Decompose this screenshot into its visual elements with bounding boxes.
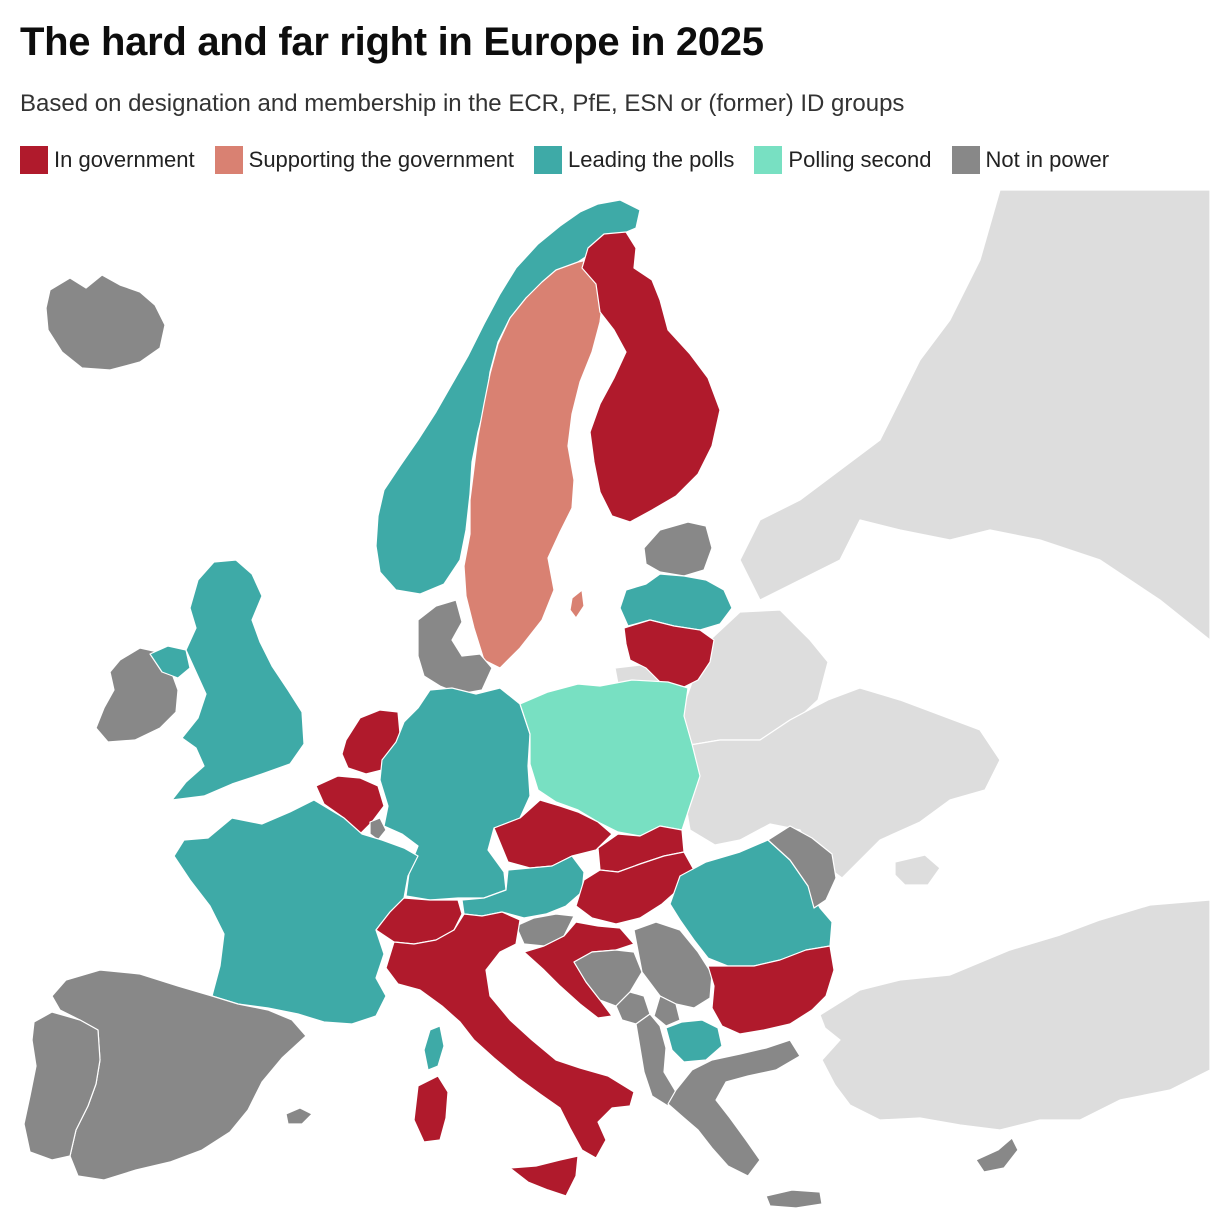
country-iceland [45, 274, 166, 371]
country-kosovo [653, 995, 681, 1027]
country-russia [739, 190, 1210, 641]
europe-map [23, 190, 1210, 1209]
country-great-britain [171, 559, 305, 801]
legend-swatch-in-government [20, 146, 48, 174]
country-sweden [463, 257, 605, 669]
country-serbia [633, 921, 713, 1009]
legend: In government Supporting the government … [20, 146, 1129, 174]
country-sardinia [413, 1075, 449, 1143]
country-corsica [423, 1025, 445, 1071]
country-estonia [643, 521, 713, 577]
country-greece [667, 1039, 801, 1177]
map-subtitle: Based on designation and membership in t… [20, 90, 905, 117]
country-crimea [894, 854, 941, 886]
country-latvia [619, 573, 733, 631]
country-portugal [23, 1011, 101, 1161]
map-title: The hard and far right in Europe in 2025 [20, 20, 764, 64]
country-belgium [315, 775, 385, 835]
legend-item-not-in-power: Not in power [951, 146, 1110, 174]
country-ukraine [684, 687, 1001, 879]
country-moldova [767, 825, 837, 909]
country-luxembourg [369, 817, 387, 841]
country-crete [765, 1189, 823, 1209]
country-lithuania [623, 619, 715, 691]
country-balearics [285, 1107, 313, 1125]
country-cyprus [975, 1137, 1019, 1173]
country-denmark [417, 599, 493, 695]
country-north-macedonia [665, 1019, 723, 1063]
legend-label-not-in-power: Not in power [985, 147, 1110, 172]
country-gotland [569, 589, 585, 619]
legend-swatch-leading-polls [534, 146, 563, 174]
legend-item-in-government: In government [20, 146, 195, 174]
legend-item-supporting-government: Supporting the government [214, 146, 515, 174]
legend-item-polling-second: Polling second [754, 146, 932, 174]
country-france [173, 799, 419, 1025]
legend-label-supporting-government: Supporting the government [248, 147, 515, 172]
legend-item-leading-polls: Leading the polls [534, 146, 734, 174]
country-sicily [509, 1155, 579, 1197]
legend-swatch-polling-second [754, 146, 783, 174]
legend-label-in-government: In government [54, 147, 195, 172]
country-northern-ireland [149, 645, 191, 679]
country-finland [581, 231, 721, 523]
legend-label-leading-polls: Leading the polls [568, 147, 735, 172]
country-turkey [819, 899, 1210, 1131]
country-bulgaria [707, 945, 835, 1035]
legend-swatch-supporting-government [214, 146, 243, 174]
legend-label-polling-second: Polling second [788, 147, 932, 172]
country-italy [385, 911, 635, 1159]
country-poland [519, 679, 701, 837]
legend-swatch-not-in-power [951, 146, 980, 174]
country-bosnia [573, 949, 643, 1007]
